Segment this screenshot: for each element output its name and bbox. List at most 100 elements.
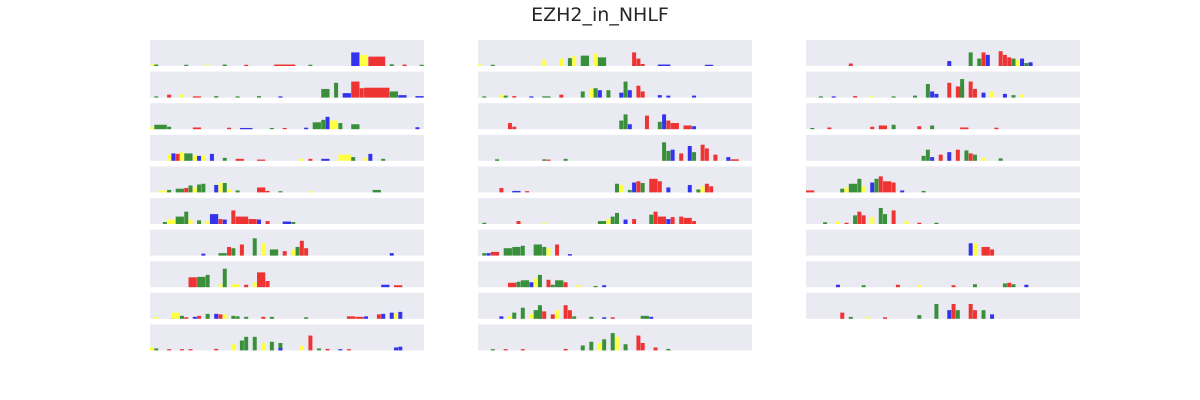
bar [848, 63, 853, 66]
bar [627, 90, 632, 98]
bar [533, 278, 538, 288]
bar [559, 58, 564, 66]
bar [917, 126, 922, 130]
bar [329, 120, 339, 130]
bar [597, 90, 602, 98]
bar [520, 349, 525, 351]
bar [222, 183, 227, 193]
bar [338, 154, 351, 161]
bar [359, 54, 369, 66]
bar [951, 285, 956, 288]
bar [192, 187, 197, 193]
bar [883, 317, 888, 319]
bar [563, 158, 568, 161]
bar [968, 153, 973, 161]
bar [304, 127, 309, 130]
bar [252, 238, 257, 256]
bar [994, 127, 999, 130]
bar [192, 316, 197, 319]
bar [870, 126, 875, 130]
bar [679, 216, 684, 224]
bar [291, 249, 296, 256]
chart-title: EZH2_in_NHLF [531, 4, 669, 26]
bar [895, 284, 900, 288]
bar [934, 222, 939, 224]
bar [657, 216, 667, 224]
bar [214, 348, 219, 351]
bar [700, 186, 705, 193]
bar [981, 246, 990, 256]
bar [955, 86, 965, 98]
bar [490, 349, 495, 351]
bar [364, 157, 369, 161]
bar [205, 221, 210, 224]
bar [662, 114, 667, 130]
bar [389, 91, 399, 98]
bar [610, 333, 615, 351]
bar [364, 316, 369, 319]
bar [619, 120, 624, 130]
bar [726, 157, 731, 161]
bar [683, 125, 692, 130]
bar [308, 191, 313, 193]
bar [947, 61, 952, 66]
bar [325, 116, 330, 130]
bar [921, 190, 926, 193]
bar [231, 284, 240, 288]
bar [227, 246, 232, 256]
bar [692, 126, 697, 130]
bar [640, 183, 645, 193]
bar [623, 344, 628, 351]
bar [278, 96, 283, 98]
bar [1007, 282, 1012, 288]
bar [179, 152, 184, 161]
bar [627, 124, 632, 130]
bar [167, 154, 176, 161]
bar [840, 312, 845, 319]
bar [381, 158, 386, 161]
bar [981, 310, 986, 319]
panel-background [478, 134, 752, 161]
panel-background [806, 134, 1080, 161]
bar [960, 127, 969, 130]
bar [649, 316, 654, 319]
bar [257, 159, 266, 161]
bar [495, 159, 500, 161]
bar [917, 315, 922, 319]
bar [372, 189, 381, 193]
bar [972, 310, 977, 319]
bar [304, 317, 309, 319]
bar [201, 155, 206, 161]
bar [167, 349, 172, 351]
bar [490, 251, 500, 256]
bar [683, 217, 692, 224]
bar [351, 52, 360, 66]
bar [1020, 58, 1025, 66]
bar [883, 214, 888, 224]
bar [239, 244, 244, 256]
bar [831, 96, 836, 98]
bar [593, 53, 598, 66]
bar [542, 311, 547, 319]
bar [533, 310, 542, 319]
bar [810, 127, 815, 130]
bar [567, 254, 572, 256]
bar [533, 244, 542, 256]
bar [482, 96, 487, 98]
bar [542, 159, 547, 161]
bar [657, 95, 662, 98]
bar [321, 119, 326, 130]
panel-background [478, 292, 752, 319]
bar [278, 342, 283, 351]
bar [205, 274, 210, 288]
bar [222, 157, 227, 161]
bar [848, 183, 858, 193]
bar [197, 220, 202, 224]
bar [632, 182, 637, 193]
bar [593, 88, 598, 98]
bar [299, 240, 304, 256]
bar [891, 182, 896, 193]
bar [308, 64, 313, 66]
bar [704, 183, 709, 193]
bar [154, 348, 159, 351]
